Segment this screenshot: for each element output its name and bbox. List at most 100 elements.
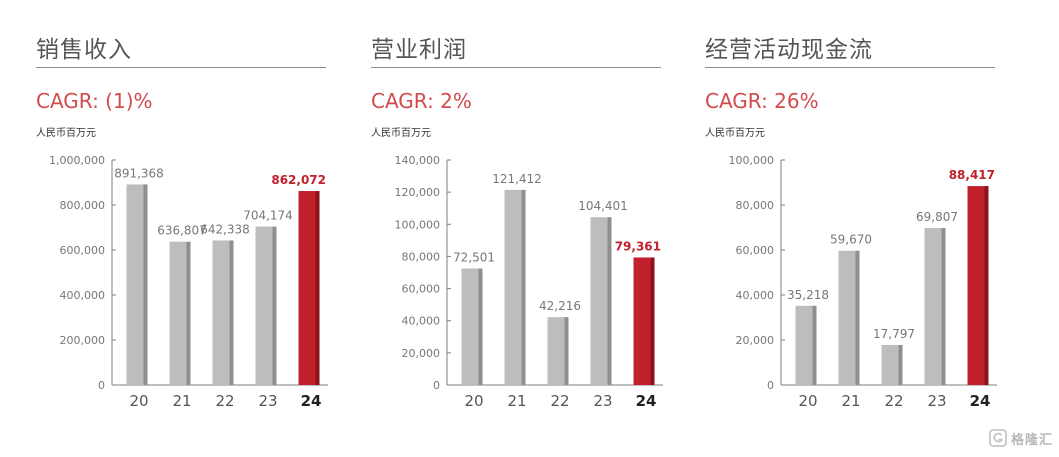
bar-side [564,317,569,385]
watermark: 格隆汇 [989,427,1053,449]
bar-side [607,217,612,385]
y-tick-label: 140,000 [395,154,441,167]
bar-side [478,268,483,385]
cagr-label: CAGR: 2% [371,89,472,113]
data-label: 704,174 [243,209,293,223]
bar-side [272,226,277,385]
bar [633,257,651,385]
x-tick-label: 23 [593,392,612,410]
bar-side [984,186,989,385]
y-tick-label: 0 [433,379,440,392]
bar [590,217,608,385]
panel-title: 经营活动现金流 [705,37,873,63]
bar-chart: 0 20,000 40,000 60,000 80,000 100,000 120,000 1… [395,154,663,410]
title-divider [705,67,995,68]
x-tick-label: 20 [464,392,483,410]
y-tick-label: 0 [767,379,774,392]
data-label: 642,338 [200,222,250,236]
panel-title: 销售收入 [36,37,132,63]
bar-side [855,250,860,385]
y-tick-label: 800,000 [60,199,106,212]
y-tick-label: 0 [98,379,105,392]
title-divider [36,67,326,68]
y-tick-label: 60,000 [402,283,441,296]
bar-chart: 0 200,000 400,000 600,000 800,000 1,000,000 89… [49,154,328,410]
y-tick-label: 60,000 [736,244,775,257]
data-label: 891,368 [114,166,164,180]
y-tick-label: 400,000 [60,289,106,302]
y-tick-label: 40,000 [736,289,775,302]
data-label: 59,670 [830,233,872,247]
x-tick-label: 21 [841,392,860,410]
data-label: 636,807 [157,224,207,238]
x-tick-label: 20 [129,392,148,410]
bar-chart: 0 20,000 40,000 60,000 80,000 100,000 35,218 20… [729,154,997,410]
y-tick-label: 1,000,000 [49,154,105,167]
bar [547,317,565,385]
y-tick-label: 20,000 [736,334,775,347]
data-label: 121,412 [492,172,542,186]
y-tick-label: 20,000 [402,347,441,360]
bar [126,184,144,385]
bar [461,268,479,385]
bar-side [812,305,817,385]
bar [795,305,813,385]
data-label: 862,072 [271,173,326,187]
bar-side [186,241,191,385]
y-tick-label: 120,000 [395,186,441,199]
bar [212,240,230,385]
bar [881,344,899,385]
data-label: 35,218 [787,288,829,302]
x-tick-label: 24 [636,392,657,410]
y-tick-label: 100,000 [395,218,441,231]
x-tick-label: 21 [172,392,191,410]
data-label: 17,797 [873,327,915,341]
bar-side [941,227,946,385]
y-tick-label: 600,000 [60,244,106,257]
x-tick-label: 22 [550,392,569,410]
bar [838,250,856,385]
cagr-label: CAGR: 26% [705,89,819,113]
data-label: 79,361 [615,239,661,253]
bar-side [315,191,320,385]
x-tick-label: 22 [215,392,234,410]
y-tick-label: 80,000 [402,250,441,263]
bar-side [650,257,655,385]
unit-label: 人民币百万元 [371,128,431,139]
data-label: 88,417 [949,168,995,182]
bar-side [521,189,526,385]
y-tick-label: 80,000 [736,199,775,212]
x-tick-label: 21 [507,392,526,410]
panel-title: 营业利润 [371,37,467,63]
y-tick-label: 40,000 [402,315,441,328]
x-tick-label: 23 [258,392,277,410]
x-tick-label: 20 [798,392,817,410]
sales-revenue-panel: 销售收入 CAGR: (1)% 人民币百万元 0 200,000 400,000 60… [36,0,328,457]
unit-label: 人民币百万元 [36,128,96,139]
bar [924,227,942,385]
bar-side [898,344,903,385]
y-tick-label: 200,000 [60,334,106,347]
data-label: 42,216 [539,299,581,313]
x-tick-label: 24 [301,392,322,410]
bar [255,226,273,385]
bar [967,186,985,385]
title-divider [371,67,661,68]
operating-profit-panel: 营业利润 CAGR: 2% 人民币百万元 0 20,000 40,000 60,000… [371,0,663,457]
g-logo-icon [989,429,1007,447]
bar-side [229,240,234,385]
cagr-label: CAGR: (1)% [36,89,153,113]
watermark-text: 格隆汇 [1010,432,1053,448]
bar-side [143,184,148,385]
bar [504,189,522,385]
unit-label: 人民币百万元 [705,128,765,139]
bar [169,241,187,385]
x-tick-label: 22 [884,392,903,410]
data-label: 72,501 [453,250,495,264]
bar [298,191,316,385]
x-tick-label: 23 [927,392,946,410]
operating-cash-flow-panel: 经营活动现金流 CAGR: 26% 人民币百万元 0 20,000 40,000 60… [705,0,997,457]
data-label: 104,401 [578,199,628,213]
data-label: 69,807 [916,210,958,224]
x-tick-label: 24 [970,392,991,410]
